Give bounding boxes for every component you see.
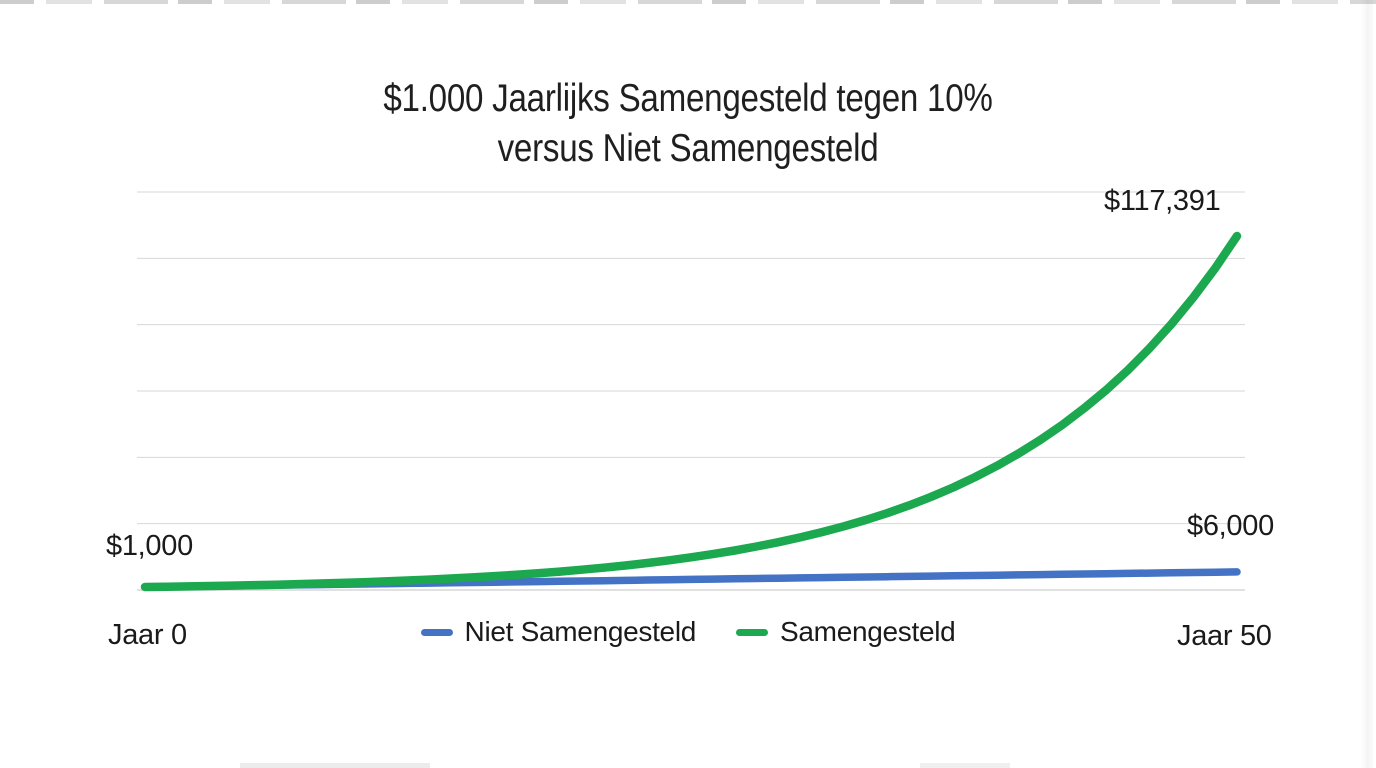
legend: Niet Samengesteld Samengesteld (0, 612, 1376, 652)
legend-item-samengesteld: Samengesteld (736, 616, 956, 648)
cropped-top-edge-artifact (0, 0, 1376, 4)
legend-item-niet-samengesteld: Niet Samengesteld (420, 616, 697, 648)
series-line-samengesteld (140, 231, 1242, 592)
chart-title-line2: versus Niet Samengesteld (497, 127, 879, 170)
green-line-swatch-icon (736, 628, 769, 636)
simple-end-value-label: $6,000 (1187, 510, 1274, 542)
compound-end-value-label: $117,391 (1104, 185, 1221, 217)
x-axis-label-year50: Jaar 50 (1177, 620, 1272, 652)
chart-title: $1.000 Jaarlijks Samengesteld tegen 10% … (103, 74, 1273, 174)
start-value-label: $1,000 (106, 530, 193, 562)
chart-title-line1: $1.000 Jaarlijks Samengesteld tegen 10% (383, 77, 993, 120)
cropped-bottom-edge-artifact (0, 763, 1376, 768)
right-edge-shading (1361, 0, 1373, 768)
legend-label-niet-samengesteld: Niet Samengesteld (464, 616, 697, 647)
legend-label-samengesteld: Samengesteld (780, 616, 956, 647)
x-axis-label-year0: Jaar 0 (108, 619, 187, 651)
blue-line-swatch-icon (420, 628, 453, 636)
